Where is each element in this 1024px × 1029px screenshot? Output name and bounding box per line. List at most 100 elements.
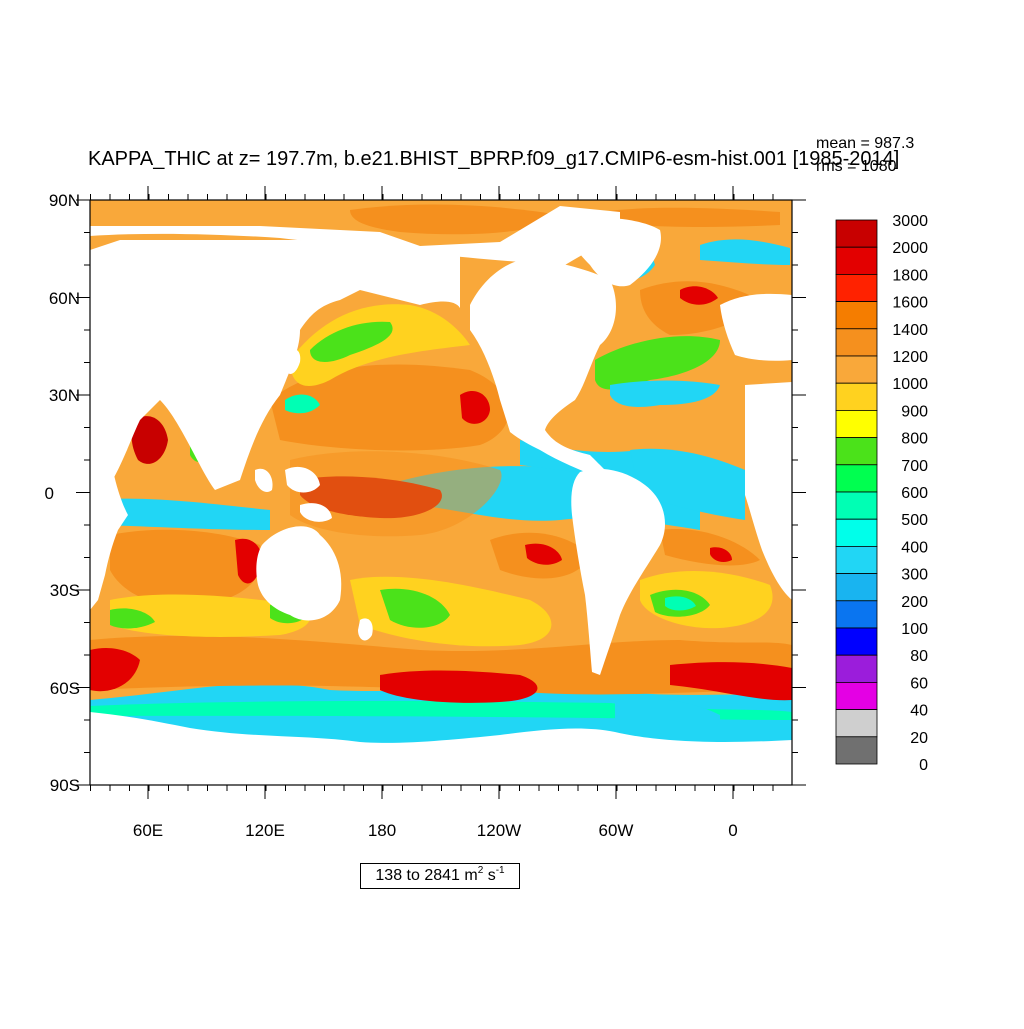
field-region [665, 596, 696, 611]
colorbar-label: 600 [901, 485, 928, 502]
field-region [630, 448, 745, 520]
colorbar-swatch [835, 246, 878, 275]
colorbar-swatch [835, 600, 878, 629]
field-region [235, 538, 262, 584]
colorbar-swatch [835, 219, 878, 248]
field-region [90, 498, 270, 530]
colorbar-swatch [835, 328, 878, 357]
land-new-zealand [358, 618, 373, 641]
colorbar-swatch [835, 518, 878, 547]
colorbar-swatch [835, 355, 878, 384]
field-region [595, 336, 720, 390]
land-asia [90, 240, 460, 505]
colorbar-swatch [835, 273, 878, 302]
x-tick-label: 0 [728, 821, 737, 840]
y-tick-label: 0 [45, 484, 54, 503]
y-axis-labels: 90N 60N 30N 0 30S 60S 90S [45, 191, 80, 795]
colorbar-label: 300 [901, 567, 928, 584]
colorbar-label: 800 [901, 431, 928, 448]
range-text: 138 to 2841 m [375, 867, 478, 884]
field-region [680, 286, 718, 305]
y-tick-label: 30N [49, 386, 80, 405]
field-region [290, 304, 470, 386]
field-region [615, 698, 720, 742]
land-greenland [560, 217, 661, 287]
land-africa-east [745, 382, 792, 600]
tick-marks [76, 186, 806, 799]
colorbar-swatch [835, 573, 878, 602]
range-exponent: 2 [477, 865, 484, 876]
field-region [600, 207, 780, 227]
field-region [110, 529, 262, 606]
x-tick-label: 120E [245, 821, 285, 840]
colorbar-swatch [835, 437, 878, 466]
land-antarctica [90, 712, 792, 785]
land-indonesia [255, 466, 332, 522]
land-eurasia [90, 206, 620, 268]
field-region [710, 547, 732, 563]
land-australia [256, 526, 342, 621]
colorbar-label: 0 [919, 757, 928, 774]
field-region [380, 670, 538, 703]
field-region [90, 648, 140, 692]
colorbar-label: 40 [910, 703, 928, 720]
field-region [660, 529, 760, 566]
colorbar-label: 3000 [892, 213, 928, 230]
x-tick-label: 60W [599, 821, 634, 840]
colorbar-swatch [835, 709, 878, 738]
colorbar-swatch [835, 736, 878, 765]
colorbar-swatch [835, 409, 878, 438]
field-region [290, 451, 502, 537]
mean-value: mean = 987.3 [816, 135, 914, 152]
field-region [285, 394, 320, 414]
colorbar-swatch [835, 301, 878, 330]
colorbar-label: 1000 [892, 376, 928, 393]
field-region [350, 204, 560, 235]
field-region [270, 364, 509, 451]
colorbar-swatch [835, 654, 878, 683]
colorbar-label: 400 [901, 539, 928, 556]
range-label: 138 to 2841 m2 s-1 [360, 863, 520, 889]
field-region [110, 608, 155, 629]
land-mask [90, 206, 792, 785]
colorbar-label: 80 [910, 648, 928, 665]
colorbar-label: 200 [901, 594, 928, 611]
field-region [90, 635, 792, 695]
y-tick-label: 90N [49, 191, 80, 210]
colorbar-label: 700 [901, 458, 928, 475]
y-tick-label: 60S [50, 679, 80, 698]
y-tick-label: 60N [49, 289, 80, 308]
plot-title: KAPPA_THIC at z= 197.7m, b.e21.BHIST_BPR… [88, 148, 899, 170]
land-europe [720, 293, 792, 361]
y-tick-label: 90S [50, 776, 80, 795]
colorbar: 3000200018001600140012001000900800700600… [835, 213, 928, 774]
land-africa [90, 345, 128, 610]
colorbar-label: 2000 [892, 240, 928, 257]
colorbar-label: 20 [910, 730, 928, 747]
x-tick-label: 180 [368, 821, 396, 840]
x-tick-label: 120W [477, 821, 521, 840]
colorbar-label: 1600 [892, 295, 928, 312]
field-region [380, 588, 450, 628]
field-region [610, 380, 720, 407]
map-field [90, 200, 792, 785]
rms-value: rms = 1080 [816, 158, 897, 175]
land-japan [285, 349, 301, 374]
field-region [310, 321, 393, 362]
range-unit: s [483, 867, 496, 884]
colorbar-label: 100 [901, 621, 928, 638]
colorbar-label: 1800 [892, 267, 928, 284]
colorbar-swatch [835, 491, 878, 520]
colorbar-label: 1200 [892, 349, 928, 366]
field-region [131, 416, 168, 464]
colorbar-label: 500 [901, 512, 928, 529]
colorbar-label: 1400 [892, 322, 928, 339]
x-axis-labels: 60E 120E 180 120W 60W 0 [133, 821, 738, 840]
range-exponent: -1 [495, 865, 505, 876]
colorbar-swatch [835, 382, 878, 411]
colorbar-label: 900 [901, 403, 928, 420]
field-region [525, 543, 562, 565]
colorbar-label: 60 [910, 675, 928, 692]
